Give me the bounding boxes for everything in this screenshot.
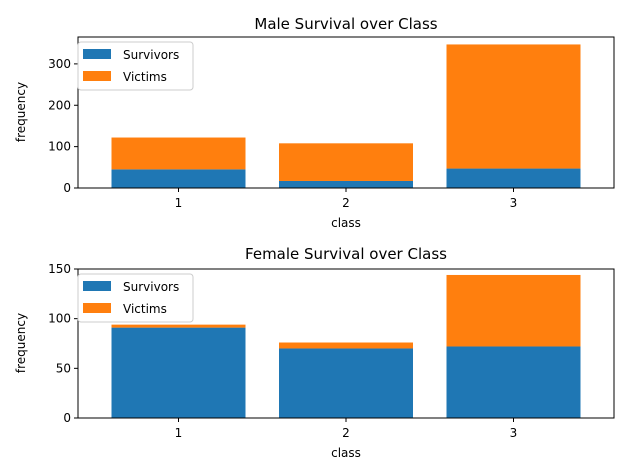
bar-victims-class-1: [111, 324, 246, 328]
x-tick-label: 2: [342, 426, 350, 440]
bars: [111, 274, 581, 418]
chart-title: Female Survival over Class: [245, 245, 447, 263]
x-tick-label: 3: [510, 426, 518, 440]
legend-swatch-survivors: [83, 281, 111, 291]
legend-swatch-victims: [83, 71, 111, 81]
bar-victims-class-2: [279, 143, 413, 181]
x-axis: 1 2 3: [175, 188, 518, 210]
legend-swatch-victims: [83, 303, 111, 313]
bar-victims-class-1: [111, 137, 246, 170]
x-tick-label: 3: [510, 196, 518, 210]
legend: Survivors Victims: [77, 41, 194, 91]
y-tick-label: 100: [48, 140, 71, 154]
y-tick-label: 200: [48, 98, 71, 112]
bar-survivors-class-1: [111, 327, 246, 418]
bar-survivors-class-1: [111, 169, 246, 188]
x-tick-label: 2: [342, 196, 350, 210]
chart-title: Male Survival over Class: [254, 15, 437, 33]
bar-survivors-class-2: [279, 348, 413, 418]
y-tick-label: 100: [48, 312, 71, 326]
y-axis-label: frequency: [14, 82, 28, 142]
bar-victims-class-3: [446, 274, 581, 347]
x-tick-label: 1: [175, 196, 183, 210]
y-tick-label: 150: [48, 262, 71, 276]
y-axis-label: frequency: [14, 313, 28, 373]
x-axis: 1 2 3: [175, 418, 518, 440]
y-tick-label: 0: [63, 411, 71, 425]
bar-survivors-class-2: [279, 180, 413, 188]
y-tick-label: 50: [56, 361, 71, 375]
x-axis-label: class: [331, 216, 361, 230]
y-tick-label: 0: [63, 181, 71, 195]
bar-victims-class-2: [279, 342, 413, 349]
x-axis-label: class: [331, 446, 361, 460]
legend-label-survivors: Survivors: [123, 48, 179, 62]
legend-label-survivors: Survivors: [123, 280, 179, 294]
legend-swatch-survivors: [83, 49, 111, 59]
y-axis: 0 100 200 300: [48, 57, 78, 195]
y-axis: 0 50 100 150: [48, 262, 78, 425]
legend: Survivors Victims: [77, 273, 194, 323]
bars: [111, 44, 581, 188]
bar-survivors-class-3: [446, 168, 581, 188]
bar-victims-class-3: [446, 44, 581, 169]
chart-female: Female Survival over Class 0 50 100 150 1 2 3…: [14, 245, 615, 460]
legend-label-victims: Victims: [123, 302, 167, 316]
x-tick-label: 1: [175, 426, 183, 440]
y-tick-label: 300: [48, 57, 71, 71]
bar-survivors-class-3: [446, 346, 581, 418]
legend-label-victims: Victims: [123, 70, 167, 84]
